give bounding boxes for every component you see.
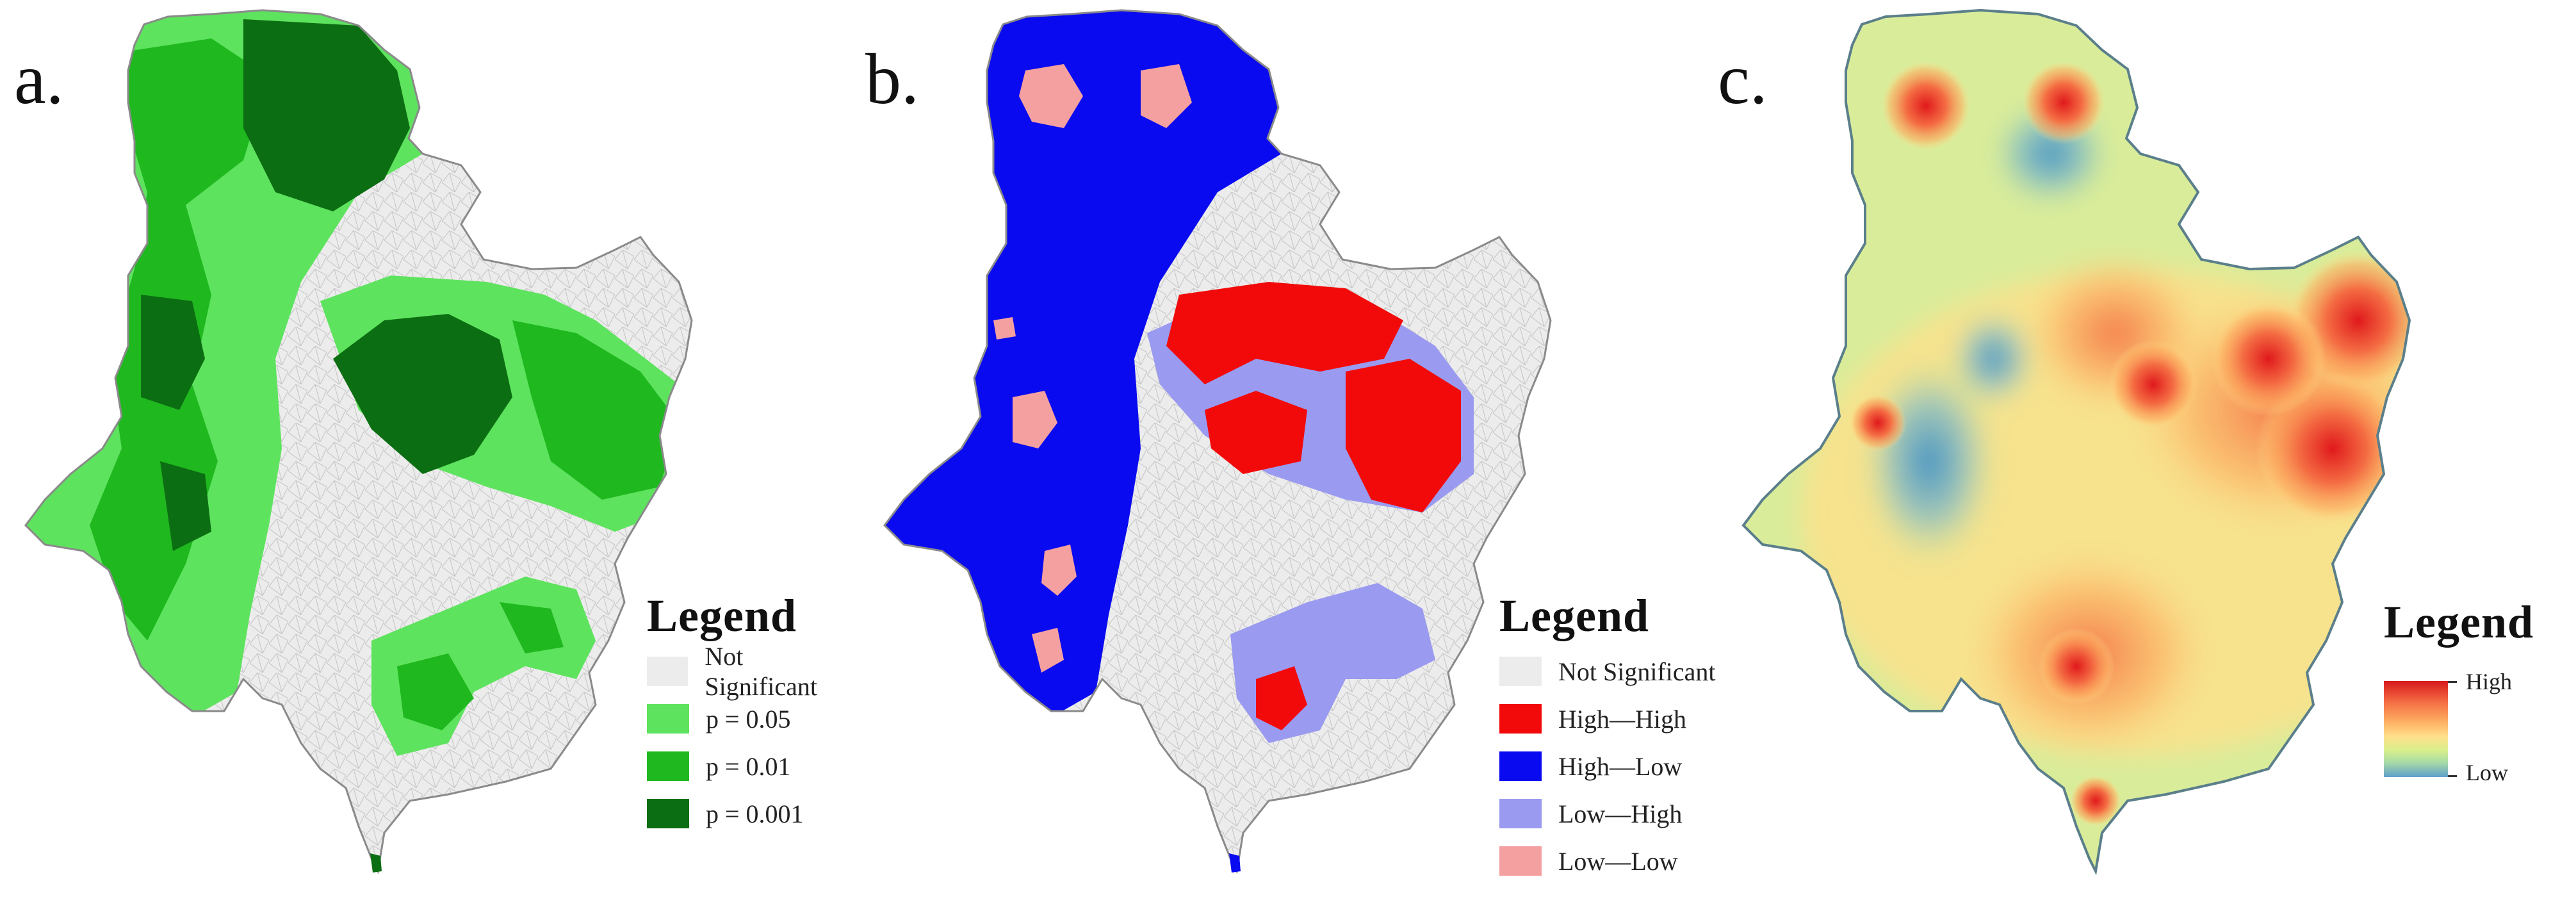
legend-label: High—High — [1558, 704, 1686, 734]
cluster-high-high-east — [1346, 359, 1461, 512]
legend-swatch — [1499, 657, 1542, 686]
legend-label: p = 0.05 — [706, 704, 791, 734]
sig-zone-northcore — [243, 19, 410, 211]
cluster-low-low-1 — [1019, 64, 1083, 128]
legend-items-a: Not Significant p = 0.05 p = 0.01 p = 0.001 — [647, 642, 858, 832]
legend-swatch — [647, 751, 689, 781]
islet-b — [1229, 853, 1241, 873]
sig-zone-central-core — [333, 314, 512, 474]
legend-label: Not Significant — [1558, 657, 1716, 686]
legend-c: Legend High Low — [2384, 596, 2534, 785]
sig-zone-east — [512, 320, 679, 500]
color-ramp-bar — [2384, 681, 2448, 777]
cluster-low-low-6 — [993, 317, 1016, 340]
legend-item-b-3: Low—High — [1499, 795, 1716, 832]
density-cool-mid — [1948, 308, 2038, 410]
panel-c: c. Legend — [1718, 0, 2576, 902]
cluster-map-b — [883, 9, 1552, 873]
legend-title-b: Legend — [1499, 590, 1650, 641]
density-hotspot-2 — [2022, 61, 2105, 144]
density-hotspot-9 — [2070, 775, 2121, 826]
density-map-c — [1742, 9, 2411, 873]
significance-map-a — [24, 9, 693, 873]
legend-label: Low—Low — [1558, 846, 1678, 876]
legend-label: Not Significant — [705, 642, 817, 701]
legend-swatch — [1499, 751, 1542, 781]
panel-a: a. Legend Not Significant p = 0.05 p = 0.0… — [0, 0, 858, 902]
legend-item-a-0: Not Significant — [647, 642, 858, 701]
legend-a: Legend Not Significant p = 0.05 p = 0.01 p … — [647, 589, 858, 832]
ramp-label-low: Low — [2466, 760, 2508, 785]
ramp-tick-high — [2448, 681, 2457, 683]
legend-swatch — [1499, 846, 1542, 876]
legend-item-a-1: p = 0.05 — [647, 700, 858, 737]
legend-swatch — [1499, 704, 1542, 734]
density-hotspot-5 — [2211, 301, 2326, 416]
cluster-high-high-north — [1166, 282, 1403, 384]
legend-item-a-3: p = 0.001 — [647, 795, 858, 832]
legend-title-a: Legend — [647, 590, 797, 641]
color-ramp-c: High Low — [2384, 669, 2534, 785]
panel-letter-c: c. — [1718, 40, 1768, 119]
legend-item-b-4: Low—Low — [1499, 842, 1716, 880]
legend-item-a-2: p = 0.01 — [647, 748, 858, 785]
cluster-low-low-3 — [1013, 391, 1057, 448]
legend-label: p = 0.01 — [706, 751, 791, 781]
legend-label: p = 0.001 — [706, 799, 804, 828]
ramp-tick-low — [2448, 775, 2457, 777]
density-hotspot-1 — [1881, 61, 1971, 151]
legend-items-b: Not Significant High—High High—Low Low—High… — [1499, 653, 1716, 880]
legend-item-b-1: High—High — [1499, 700, 1716, 737]
legend-swatch — [1499, 799, 1542, 828]
panel-letter-a: a. — [14, 40, 64, 119]
legend-label: High—Low — [1558, 751, 1683, 781]
cluster-high-high-west — [1205, 391, 1307, 474]
legend-item-b-2: High—Low — [1499, 748, 1716, 785]
sig-zone-westcore — [141, 295, 211, 551]
sig-zone-south-core — [397, 602, 564, 730]
ramp-label-high: High — [2466, 669, 2512, 694]
cluster-low-low-2 — [1141, 64, 1192, 128]
legend-swatch — [647, 657, 689, 686]
panel-b: b. Legend Not Significant High—High High—L… — [859, 0, 1717, 902]
legend-label: Low—High — [1558, 799, 1683, 828]
legend-swatch — [647, 799, 689, 828]
legend-b: Legend Not Significant High—High High—Low L… — [1499, 589, 1716, 880]
cluster-low-low-4 — [1041, 545, 1077, 596]
islet-a — [370, 853, 382, 873]
cluster-high-high-south — [1256, 666, 1307, 730]
density-hotspot-8 — [2038, 628, 2115, 705]
panel-letter-b: b. — [865, 40, 919, 119]
cluster-low-low-5 — [1032, 628, 1064, 673]
legend-swatch — [647, 704, 689, 734]
density-hotspot-6 — [2108, 340, 2198, 429]
legend-title-c: Legend — [2384, 596, 2534, 648]
density-hotspot-7 — [1849, 394, 1907, 452]
legend-item-b-0: Not Significant — [1499, 653, 1716, 690]
